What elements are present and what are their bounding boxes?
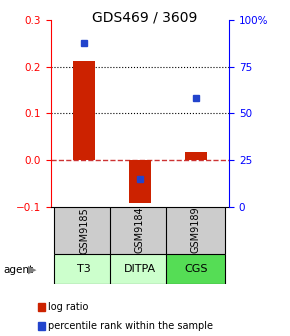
Text: GSM9184: GSM9184 — [135, 207, 145, 253]
Text: log ratio: log ratio — [48, 302, 88, 312]
Bar — [55, 207, 114, 254]
Bar — [129, 160, 151, 203]
Text: GDS469 / 3609: GDS469 / 3609 — [92, 10, 198, 24]
Text: GSM9185: GSM9185 — [79, 207, 89, 254]
Bar — [55, 254, 114, 284]
Text: ▶: ▶ — [28, 265, 36, 275]
Text: agent: agent — [3, 265, 33, 275]
Text: percentile rank within the sample: percentile rank within the sample — [48, 321, 213, 331]
Text: DITPA: DITPA — [124, 264, 156, 274]
Bar — [73, 61, 95, 160]
Bar — [184, 152, 207, 160]
Text: CGS: CGS — [184, 264, 207, 274]
Bar — [166, 254, 225, 284]
Text: GSM9189: GSM9189 — [191, 207, 201, 253]
Text: T3: T3 — [77, 264, 91, 274]
Bar — [110, 207, 170, 254]
Bar — [110, 254, 170, 284]
Bar — [166, 207, 225, 254]
